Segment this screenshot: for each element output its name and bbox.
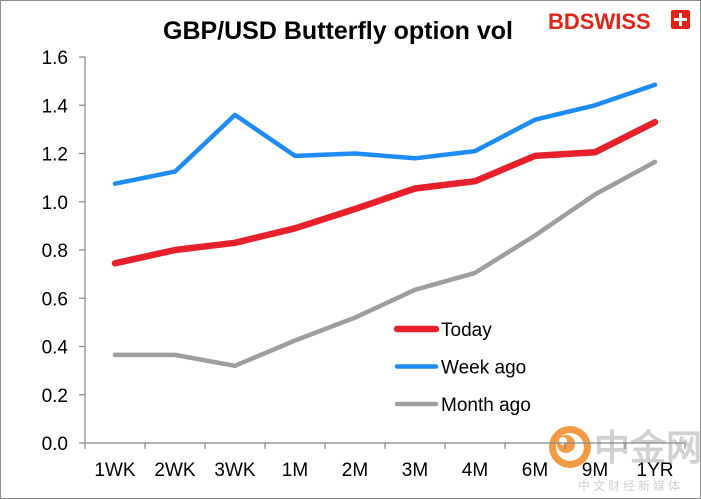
y-tick-label: 0.4	[42, 338, 69, 359]
x-tick-label: 6M	[522, 460, 548, 481]
x-tick-label: 1YR	[637, 460, 674, 481]
y-tick-label: 0.0	[42, 434, 68, 455]
x-tick-label: 2WK	[154, 460, 196, 481]
legend-label: Month ago	[441, 395, 531, 416]
series-line-month-ago	[112, 159, 658, 369]
x-tick-label: 9M	[582, 460, 608, 481]
legend-item: Week ago	[394, 358, 526, 379]
x-tick-label: 1WK	[94, 460, 136, 481]
x-axis-ticks: 1WK 2WK 3WK 1M 2M 3M 4M 6M 9M 1YR	[84, 443, 686, 481]
legend-label: Today	[441, 320, 492, 341]
watermark: 中金网 中文财经新媒体	[549, 426, 701, 493]
logo-text: BDSWISS	[548, 9, 651, 34]
legend: Today Week ago Month ago	[393, 320, 531, 416]
y-tick-label: 1.4	[42, 96, 69, 117]
y-tick-label: 0.6	[42, 289, 68, 310]
y-tick-label: 0.8	[42, 241, 68, 262]
bdswiss-logo: BDSWISS	[548, 9, 690, 34]
swiss-flag-icon	[671, 10, 690, 29]
watermark-name: 中金网	[594, 427, 701, 468]
legend-item: Month ago	[394, 395, 531, 416]
legend-item: Today	[393, 320, 492, 341]
watermark-tagline: 中文财经新媒体	[578, 478, 683, 493]
x-tick-label: 3WK	[214, 460, 256, 481]
y-tick-label: 0.2	[42, 386, 68, 407]
series-layer	[111, 82, 659, 369]
series-line-week-ago	[112, 82, 658, 186]
series-line-today	[111, 118, 659, 267]
x-tick-label: 4M	[462, 460, 488, 481]
watermark-swirl-icon	[549, 426, 591, 468]
y-tick-label: 1.6	[42, 48, 68, 69]
x-tick-label: 2M	[342, 460, 368, 481]
y-tick-label: 1.0	[42, 193, 68, 214]
x-tick-label: 1M	[282, 460, 308, 481]
x-tick-label: 3M	[402, 460, 428, 481]
y-axis-ticks: 0.0 0.2 0.4 0.6 0.8 1.0 1.2 1.4 1.6	[42, 48, 85, 455]
legend-label: Week ago	[441, 358, 526, 379]
chart-title: GBP/USD Butterfly option vol	[163, 17, 513, 45]
y-tick-label: 1.2	[42, 145, 68, 166]
